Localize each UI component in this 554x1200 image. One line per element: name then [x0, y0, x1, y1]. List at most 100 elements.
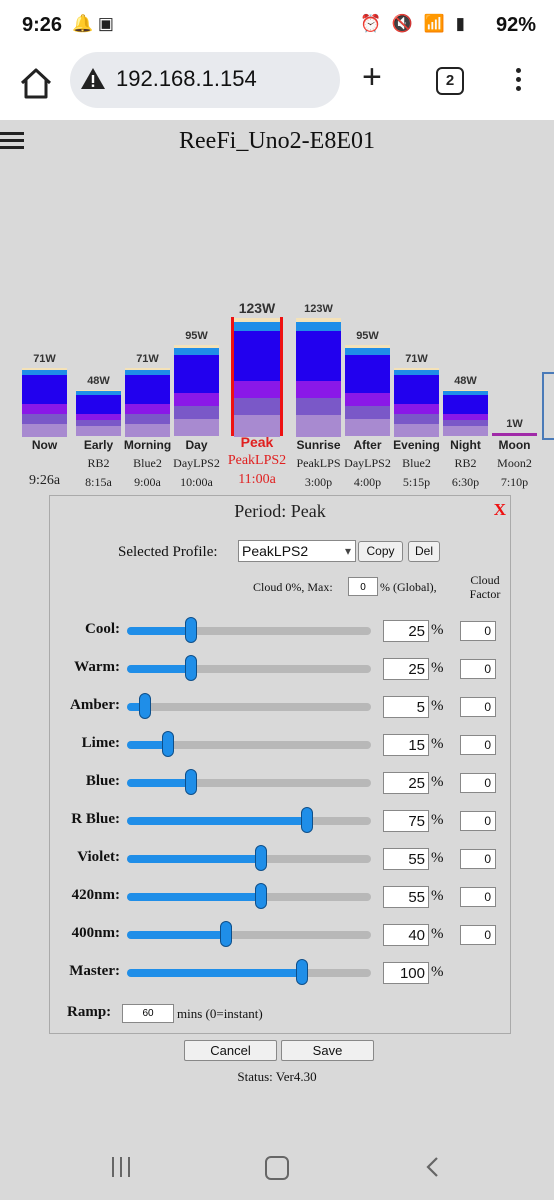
channel-value-input[interactable]: 100	[383, 962, 429, 984]
channel-slider[interactable]	[127, 617, 371, 643]
channel-value-input[interactable]: 25	[383, 658, 429, 680]
period-time: 8:15a	[85, 475, 112, 489]
channel-value-input[interactable]: 15	[383, 734, 429, 756]
cloud-factor-input[interactable]: 0	[460, 735, 496, 755]
slider-thumb[interactable]	[296, 959, 308, 985]
period-name[interactable]: Peak	[240, 434, 274, 450]
period-bar[interactable]	[234, 318, 280, 437]
ramp-input[interactable]: 60	[122, 1004, 174, 1023]
slider-thumb[interactable]	[255, 845, 267, 871]
new-tab-icon[interactable]: +	[362, 58, 382, 96]
nav-home-icon[interactable]	[265, 1156, 289, 1180]
slider-thumb[interactable]	[255, 883, 267, 909]
channel-slider[interactable]	[127, 807, 371, 833]
channel-value-input[interactable]: 55	[383, 886, 429, 908]
slider-thumb[interactable]	[301, 807, 313, 833]
ramp-note: mins (0=instant)	[177, 1006, 263, 1021]
cloud-factor-input[interactable]: 0	[460, 887, 496, 907]
hamburger-menu-icon[interactable]	[0, 128, 24, 154]
period-name[interactable]: Sunrise	[296, 438, 341, 452]
period-profile: DayLPS2	[344, 456, 391, 470]
cloud-factor-input[interactable]: 0	[460, 697, 496, 717]
channel-slider[interactable]	[127, 959, 371, 985]
channel-label: Warm:	[74, 659, 120, 675]
period-bar[interactable]	[296, 318, 341, 437]
period-profile: PeakLPS2	[227, 453, 287, 468]
home-icon[interactable]	[16, 64, 56, 104]
period-name[interactable]: After	[353, 438, 382, 452]
bar-segment	[296, 381, 341, 398]
cloud-factor-input[interactable]: 0	[460, 621, 496, 641]
slider-thumb[interactable]	[185, 769, 197, 795]
address-bar[interactable]: 192.168.1.154	[70, 52, 340, 108]
slider-thumb[interactable]	[185, 655, 197, 681]
close-button[interactable]: X	[493, 500, 506, 519]
period-name[interactable]: Day	[185, 438, 208, 452]
slider-thumb[interactable]	[220, 921, 232, 947]
cloud-factor-input[interactable]: 0	[460, 849, 496, 869]
warning-icon[interactable]	[80, 66, 106, 92]
channel-value-input[interactable]: 5	[383, 696, 429, 718]
recents-icon[interactable]	[110, 1157, 132, 1177]
period-name[interactable]: Early	[83, 438, 114, 452]
period-name[interactable]: Now	[31, 438, 58, 452]
period-bar[interactable]	[125, 368, 170, 437]
period-name[interactable]: Night	[450, 438, 481, 452]
period-time: 6:30p	[451, 475, 480, 489]
cloud-factor-input[interactable]: 0	[460, 659, 496, 679]
period-bar[interactable]	[443, 390, 488, 436]
period-time: 4:00p	[353, 475, 382, 489]
offscreen-period-box[interactable]	[542, 372, 554, 440]
bar-segment	[296, 331, 341, 381]
url-text: 192.168.1.154	[116, 66, 257, 91]
period-bar[interactable]	[76, 390, 121, 436]
period-name[interactable]: Moon	[498, 438, 531, 452]
channel-slider[interactable]	[127, 655, 371, 681]
period-bar[interactable]	[492, 433, 537, 436]
bar-segment	[174, 355, 219, 393]
bar-segment	[174, 348, 219, 355]
channel-value-input[interactable]: 25	[383, 620, 429, 642]
channel-slider[interactable]	[127, 731, 371, 757]
cloud-max-input[interactable]: 0	[348, 577, 378, 596]
period-bar[interactable]	[394, 368, 439, 437]
channel-slider[interactable]	[127, 769, 371, 795]
tab-switcher-button[interactable]: 2	[436, 67, 464, 95]
period-bar[interactable]	[345, 345, 390, 436]
save-button[interactable]: Save	[281, 1040, 374, 1061]
profile-select[interactable]: PeakLPS2 ▾	[238, 540, 356, 562]
cloud-factor-input[interactable]: 0	[460, 925, 496, 945]
cloud-factor-input[interactable]: 0	[460, 773, 496, 793]
slider-thumb[interactable]	[185, 617, 197, 643]
bar-segment	[125, 414, 170, 424]
bar-segment	[125, 368, 170, 370]
bar-segment	[234, 415, 280, 437]
channel-value-input[interactable]: 75	[383, 810, 429, 832]
cloud-factor-input[interactable]: 0	[460, 811, 496, 831]
slider-thumb[interactable]	[139, 693, 151, 719]
channel-label: Master:	[69, 963, 120, 979]
channel-value-input[interactable]: 25	[383, 772, 429, 794]
channel-slider[interactable]	[127, 693, 371, 719]
period-name[interactable]: Evening	[393, 438, 440, 452]
channel-value-input[interactable]: 40	[383, 924, 429, 946]
channel-value-input[interactable]: 55	[383, 848, 429, 870]
channel-slider[interactable]	[127, 845, 371, 871]
cancel-button[interactable]: Cancel	[184, 1040, 277, 1061]
channel-slider[interactable]	[127, 921, 371, 947]
period-bar[interactable]	[174, 345, 219, 436]
channel-slider[interactable]	[127, 883, 371, 909]
panel-title: Period: Peak	[234, 501, 326, 521]
browser-menu-icon[interactable]	[510, 64, 526, 104]
bar-segment	[345, 393, 390, 406]
back-icon[interactable]	[424, 1156, 440, 1178]
slider-thumb[interactable]	[162, 731, 174, 757]
delete-button[interactable]: Del	[408, 541, 440, 562]
bar-segment	[394, 424, 439, 437]
chevron-down-icon: ▾	[344, 544, 351, 558]
copy-button[interactable]: Copy	[358, 541, 403, 562]
slider-fill	[127, 817, 307, 825]
period-bar[interactable]	[22, 368, 67, 437]
channel-label: Violet:	[77, 849, 120, 865]
period-name[interactable]: Morning	[123, 438, 172, 452]
